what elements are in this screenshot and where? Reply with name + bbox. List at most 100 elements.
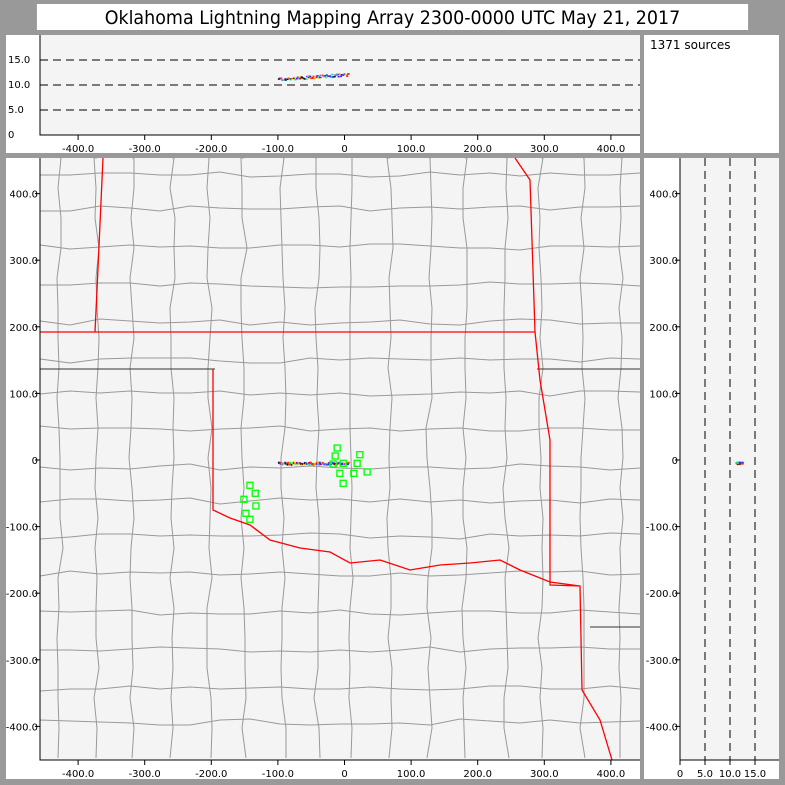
county-borders: [39, 157, 641, 759]
lightning-source: [303, 463, 306, 466]
lma-station: [339, 459, 347, 467]
lightning-source-altitude: [317, 77, 320, 79]
lightning-source-altitude: [300, 76, 303, 78]
y-tick-label: 100.0: [9, 389, 38, 400]
county-border: [39, 532, 641, 540]
x-tick-label: 100.0: [397, 144, 426, 155]
lightning-source-altitude: [325, 74, 328, 76]
lightning-source: [308, 463, 311, 466]
lightning-source-altitude: [314, 75, 317, 77]
lightning-source-altitude: [324, 74, 327, 77]
county-border: [313, 157, 321, 759]
lightning-source-altitude: [336, 74, 339, 76]
county-border: [40, 281, 641, 289]
y-tick-label: 300.0: [649, 256, 678, 267]
lightning-source-altitude: [325, 76, 328, 79]
lightning-source-altitude: [293, 76, 296, 79]
county-border: [39, 357, 641, 364]
lightning-source-altitude: [741, 461, 744, 464]
x-tick-label: 400.0: [597, 144, 626, 155]
lightning-source-altitude: [330, 76, 333, 79]
lightning-source-altitude: [305, 78, 308, 80]
county-border: [39, 718, 641, 726]
altitude-tick-label: 5.0: [697, 769, 713, 780]
altitude-tick-label: 10.0: [8, 80, 30, 91]
lightning-source-altitude: [740, 463, 743, 466]
lma-station: [251, 489, 259, 497]
lma-station: [252, 502, 260, 510]
lightning-source-altitude: [331, 73, 334, 76]
lightning-source: [285, 462, 288, 465]
lightning-source: [317, 461, 320, 464]
y-tick-label: -400.0: [646, 722, 678, 733]
state-borders: [40, 157, 613, 761]
y-tick-label: -200.0: [6, 589, 38, 600]
county-border: [461, 157, 468, 759]
x-tick-label: -100.0: [262, 144, 294, 155]
county-border: [425, 157, 433, 759]
source-count: 1371 sources: [650, 38, 731, 52]
x-tick-label: -200.0: [195, 769, 227, 780]
county-border: [279, 157, 287, 758]
lightning-source: [321, 461, 324, 464]
lightning-source: [325, 463, 328, 466]
county-border: [128, 157, 135, 759]
lightning-source: [307, 462, 310, 465]
lightning-source-altitude: [738, 461, 741, 464]
altitude-x-axes: [39, 35, 640, 136]
lightning-source-altitude: [337, 76, 340, 78]
lightning-source: [286, 463, 289, 466]
y-tick-label: 200.0: [9, 323, 38, 334]
county-border: [206, 157, 213, 759]
x-tick-label: 300.0: [530, 144, 559, 155]
county-border: [169, 157, 176, 759]
lightning-source: [347, 463, 350, 466]
lma-station: [350, 469, 358, 477]
county-border: [39, 609, 641, 616]
lightning-source-altitude: [315, 76, 318, 79]
y-tick-label: -400.0: [6, 722, 38, 733]
county-border: [39, 425, 640, 432]
lma-station: [339, 479, 347, 487]
lma-station: [353, 459, 361, 467]
lightning-source-altitude: [302, 77, 305, 79]
county-border: [93, 157, 100, 759]
y-tick-label: 200.0: [649, 323, 678, 334]
altitude-tick-label: 0: [8, 130, 14, 141]
lightning-source-altitude: [299, 77, 302, 79]
lightning-source: [317, 463, 320, 466]
lightning-source-altitude: [312, 75, 315, 78]
lma-station: [246, 515, 254, 523]
lightning-source: [290, 463, 293, 466]
lightning-source-altitude: [311, 77, 314, 79]
x-tick-label: 0: [341, 769, 347, 780]
x-tick-label: 300.0: [530, 769, 559, 780]
lightning-source: [304, 461, 307, 464]
lightning-source-altitude: [317, 75, 320, 77]
lma-station: [329, 460, 337, 468]
lightning-source-altitude: [283, 79, 286, 81]
lightning-source-altitude: [319, 76, 322, 79]
x-tick-label: -200.0: [195, 144, 227, 155]
lightning-source: [326, 462, 329, 465]
lightning-source-altitude: [277, 78, 280, 80]
x-tick-label: 0: [341, 144, 347, 155]
lightning-source: [288, 463, 291, 466]
plan-view-axes: [39, 158, 640, 761]
lightning-source-altitude: [335, 74, 338, 76]
x-tick-label: 200.0: [463, 144, 492, 155]
altitude-tick-label: 15.0: [8, 55, 30, 66]
county-border: [39, 570, 641, 577]
state-border-black: [537, 368, 640, 628]
y-tick-label: 0: [672, 456, 678, 467]
x-tick-label: -400.0: [62, 144, 94, 155]
y-tick-label: -100.0: [6, 523, 38, 534]
x-tick-label: -400.0: [62, 769, 94, 780]
lma-station: [242, 509, 250, 517]
lightning-source-altitude: [328, 75, 331, 77]
lightning-source: [287, 461, 290, 464]
x-tick-label: -300.0: [129, 144, 161, 155]
y-tick-label: -200.0: [646, 589, 678, 600]
lightning-source-altitude: [333, 75, 336, 78]
